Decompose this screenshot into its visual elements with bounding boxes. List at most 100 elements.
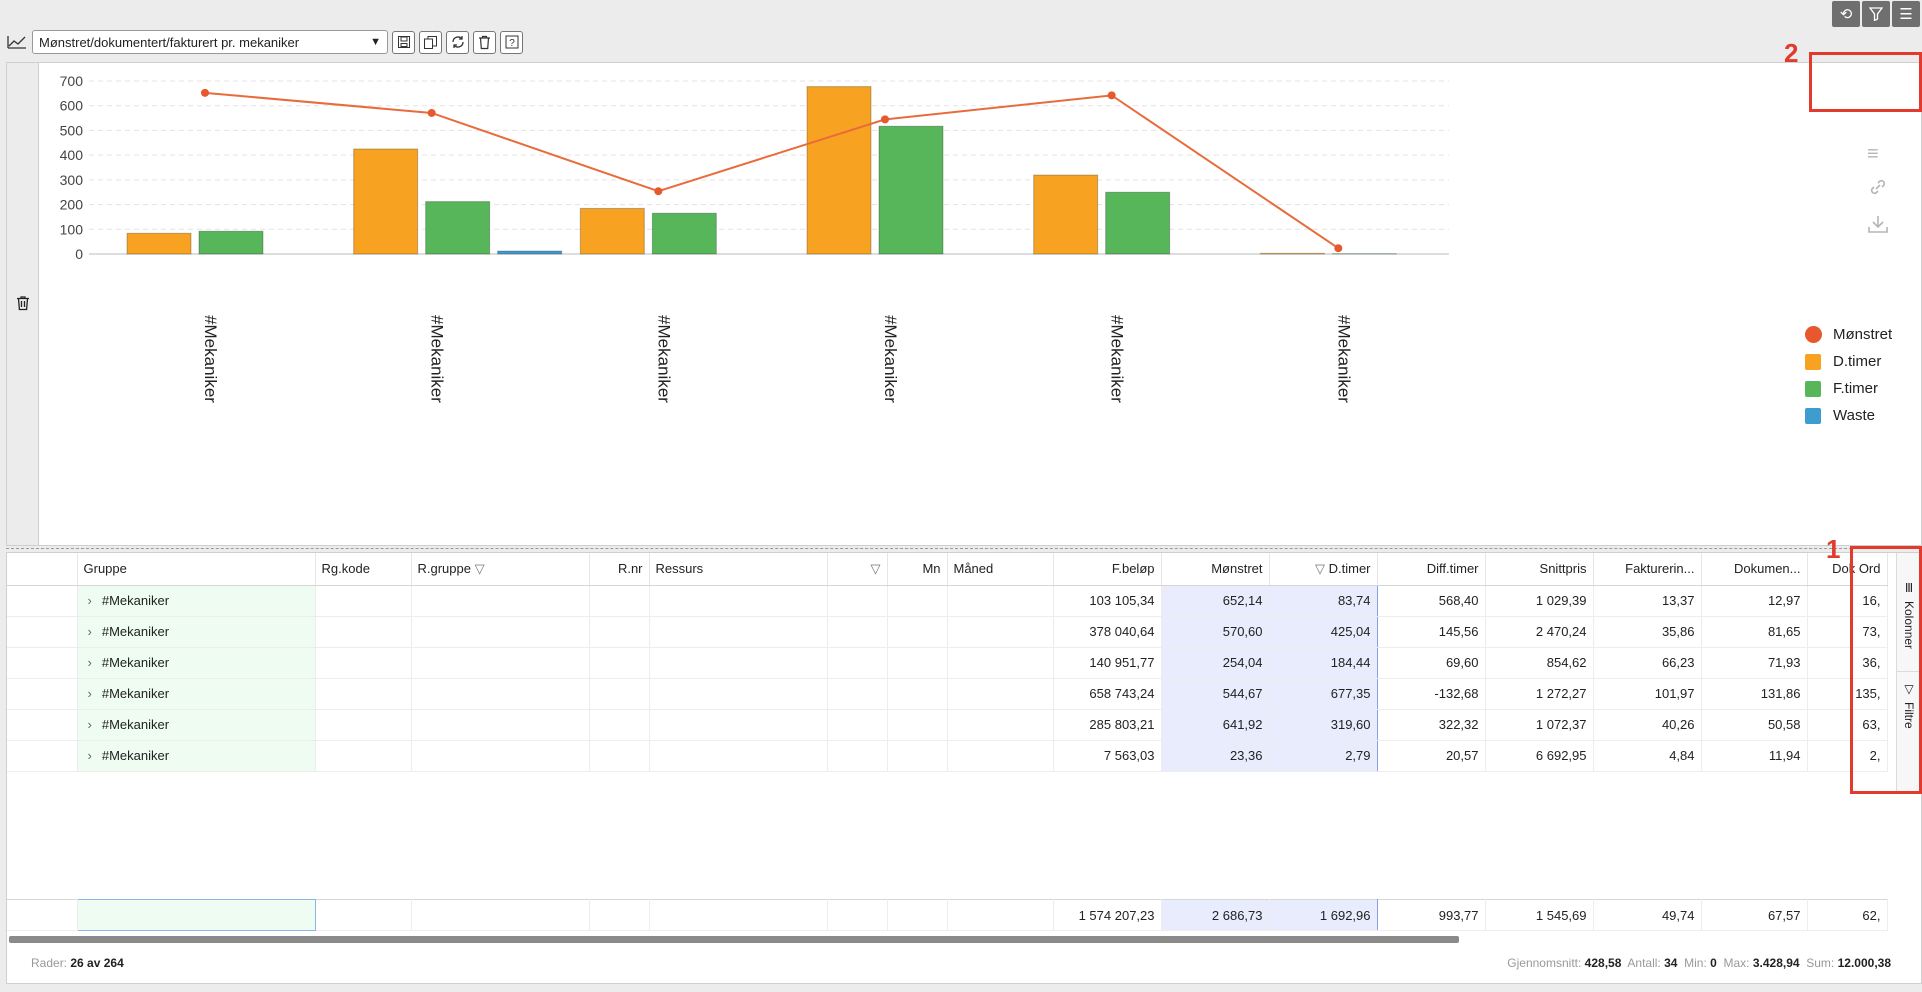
chart-menu-icon[interactable]: ≡ xyxy=(1867,143,1879,165)
trash-icon[interactable] xyxy=(16,295,30,314)
cell-difftimer: 20,57 xyxy=(1377,740,1486,772)
table-row[interactable]: › #Mekaniker 285 803,21 641,92 319,60 322,32 1… xyxy=(7,709,1888,741)
filter-icon[interactable]: ▽ xyxy=(1314,560,1325,576)
col-header-mn[interactable]: Mn xyxy=(887,553,948,586)
cell-gruppe[interactable]: › #Mekaniker xyxy=(77,740,316,772)
x-tick-label: #Mekaniker xyxy=(428,315,447,403)
cell-gruppe[interactable]: › #Mekaniker xyxy=(77,709,316,741)
row-select-cell[interactable] xyxy=(7,616,78,648)
chevron-right-icon[interactable]: › xyxy=(87,655,92,670)
line-chart-icon[interactable] xyxy=(6,31,28,53)
empty-cell xyxy=(589,647,650,679)
chevron-right-icon[interactable]: › xyxy=(87,748,92,763)
grid-side-tabs: Ⅲ Kolonner ▽ Filtre xyxy=(1896,553,1921,793)
table-row[interactable]: › #Mekaniker 7 563,03 23,36 2,79 20,57 6 692,9… xyxy=(7,740,1888,772)
col-header-fbelop[interactable]: F.beløp xyxy=(1053,553,1162,586)
report-select[interactable]: Mønstret/dokumentert/fakturert pr. mekan… xyxy=(32,30,388,54)
cell-fakturering: 66,23 xyxy=(1593,647,1702,679)
legend-item-ftimer[interactable]: F.timer xyxy=(1805,375,1892,402)
empty-cell xyxy=(589,678,650,710)
filter-icon[interactable]: ▽ xyxy=(870,560,881,576)
hamburger-icon[interactable]: ☰ xyxy=(1892,1,1920,27)
legend-item-waste[interactable]: Waste xyxy=(1805,402,1892,429)
cell-dtimer: 184,44 xyxy=(1269,647,1378,679)
row-select-cell[interactable] xyxy=(7,740,78,772)
cell-gruppe[interactable]: › #Mekaniker xyxy=(77,616,316,648)
chevron-right-icon[interactable]: › xyxy=(87,593,92,608)
empty-cell xyxy=(947,585,1054,617)
legend-item-dtimer[interactable]: D.timer xyxy=(1805,348,1892,375)
refresh-icon[interactable]: ⟲ xyxy=(1832,1,1860,27)
x-tick-label: #Mekaniker xyxy=(881,315,900,403)
link-icon[interactable] xyxy=(1867,178,1889,202)
cell-dokumentert: 131,86 xyxy=(1701,678,1808,710)
cell-difftimer: 322,32 xyxy=(1377,709,1486,741)
col-header-difftimer[interactable]: Diff.timer xyxy=(1377,553,1486,586)
copy-icon[interactable] xyxy=(419,30,442,54)
cell-fakturering: 13,37 xyxy=(1593,585,1702,617)
col-header-dokumentert[interactable]: Dokumen... xyxy=(1701,553,1808,586)
cell-monstret: 652,14 xyxy=(1160,585,1270,617)
save-icon[interactable] xyxy=(392,30,415,54)
cell-dokord: 16, xyxy=(1807,585,1888,617)
col-header-fakturering[interactable]: Fakturerin... xyxy=(1593,553,1702,586)
table-row[interactable]: › #Mekaniker 103 105,34 652,14 83,74 568,40 1 … xyxy=(7,585,1888,617)
cell-monstret: 641,92 xyxy=(1160,709,1270,741)
col-header-select[interactable] xyxy=(7,553,78,586)
col-header-ressurs[interactable]: Ressurs xyxy=(649,553,828,586)
chevron-right-icon[interactable]: › xyxy=(87,686,92,701)
col-header-filtered[interactable]: ▽ xyxy=(827,553,888,586)
total-monstret: 2 686,73 xyxy=(1160,899,1270,931)
bar-ftimer xyxy=(1105,191,1171,255)
download-icon[interactable] xyxy=(1867,214,1889,240)
header-label: Gruppe xyxy=(83,561,127,577)
chart-left-strip xyxy=(7,63,39,545)
row-select-cell[interactable] xyxy=(7,709,78,741)
filter-icon[interactable] xyxy=(1862,1,1890,27)
status-label: Sum: xyxy=(1806,956,1835,970)
cell-snittpris: 1 029,39 xyxy=(1485,585,1594,617)
table-row[interactable]: › #Mekaniker 140 951,77 254,04 184,44 69,60 85… xyxy=(7,647,1888,679)
legend-item-monstret[interactable]: Mønstret xyxy=(1805,321,1892,348)
horizontal-scrollbar[interactable] xyxy=(9,936,1459,943)
table-row[interactable]: › #Mekaniker 378 040,64 570,60 425,04 145,56 2… xyxy=(7,616,1888,648)
empty-cell xyxy=(827,585,888,617)
col-header-rgruppe[interactable]: R.gruppe ▽ xyxy=(411,553,590,586)
col-header-gruppe[interactable]: Gruppe xyxy=(77,553,316,586)
col-header-monstret[interactable]: Mønstret xyxy=(1161,553,1270,586)
header-label: R.nr xyxy=(617,561,643,577)
empty-cell xyxy=(315,647,412,679)
help-icon[interactable]: ? xyxy=(500,30,523,54)
row-select-cell[interactable] xyxy=(7,678,78,710)
col-header-maned[interactable]: Måned xyxy=(947,553,1054,586)
empty-cell xyxy=(649,740,828,772)
filter-icon[interactable]: ▽ xyxy=(474,560,485,576)
col-header-rnr[interactable]: R.nr xyxy=(589,553,650,586)
tab-filtre[interactable]: ▽ Filtre xyxy=(1897,671,1921,729)
row-select-cell[interactable] xyxy=(7,647,78,679)
chevron-right-icon[interactable]: › xyxy=(87,624,92,639)
col-header-rgkode[interactable]: Rg.kode xyxy=(315,553,412,586)
legend-marker xyxy=(1805,353,1821,370)
empty-cell xyxy=(649,585,828,617)
header-label: D.timer xyxy=(1328,560,1371,576)
trash-icon[interactable] xyxy=(473,30,496,54)
x-tick-label: #Mekaniker xyxy=(201,315,220,403)
col-header-snittpris[interactable]: Snittpris xyxy=(1485,553,1594,586)
reload-icon[interactable] xyxy=(446,30,469,54)
table-row[interactable]: › #Mekaniker 658 743,24 544,67 677,35 -132,68… xyxy=(7,678,1888,710)
y-tick-label: 200 xyxy=(60,197,84,213)
header-label: Fakturerin... xyxy=(1625,561,1695,577)
chevron-right-icon[interactable]: › xyxy=(87,717,92,732)
col-header-dokord[interactable]: Dok Ord xyxy=(1807,553,1888,586)
panel-resize-divider[interactable] xyxy=(6,548,1922,551)
header-label: Rg.kode xyxy=(321,561,370,577)
empty-cell xyxy=(315,740,412,772)
col-header-dtimer[interactable]: ▽ D.timer xyxy=(1269,553,1378,586)
cell-difftimer: -132,68 xyxy=(1377,678,1486,710)
cell-gruppe[interactable]: › #Mekaniker xyxy=(77,647,316,679)
cell-gruppe[interactable]: › #Mekaniker xyxy=(77,678,316,710)
tab-kolonner[interactable]: Ⅲ Kolonner xyxy=(1897,581,1921,649)
row-select-cell[interactable] xyxy=(7,585,78,617)
cell-gruppe[interactable]: › #Mekaniker xyxy=(77,585,316,617)
